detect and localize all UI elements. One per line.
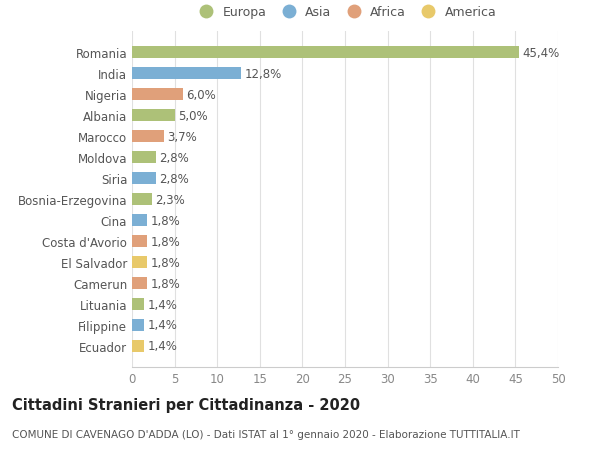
Text: 1,8%: 1,8% [151,214,181,227]
Text: 45,4%: 45,4% [522,47,559,60]
Text: 1,8%: 1,8% [151,256,181,269]
Text: 1,4%: 1,4% [148,340,177,353]
Text: COMUNE DI CAVENAGO D'ADDA (LO) - Dati ISTAT al 1° gennaio 2020 - Elaborazione TU: COMUNE DI CAVENAGO D'ADDA (LO) - Dati IS… [12,429,520,439]
Bar [132,173,156,185]
Text: 1,8%: 1,8% [151,235,181,248]
Bar [132,89,183,101]
Text: 2,8%: 2,8% [159,172,189,185]
Text: 1,8%: 1,8% [151,277,181,290]
Text: 2,8%: 2,8% [159,151,189,164]
Bar [132,110,175,122]
Text: 1,4%: 1,4% [148,319,177,332]
Bar [132,68,241,80]
Bar [132,257,148,268]
Text: 3,7%: 3,7% [167,130,197,143]
Bar [132,194,152,206]
Bar [132,152,156,163]
Bar [132,299,144,310]
Bar [132,319,144,331]
Text: 6,0%: 6,0% [187,89,216,101]
Bar [132,215,148,226]
Text: 1,4%: 1,4% [148,298,177,311]
Text: 2,3%: 2,3% [155,193,185,206]
Text: 12,8%: 12,8% [244,67,282,80]
Bar [132,278,148,289]
Bar [132,341,144,352]
Bar [132,236,148,247]
Legend: Europa, Asia, Africa, America: Europa, Asia, Africa, America [194,6,496,19]
Bar [132,131,164,143]
Bar [132,47,519,59]
Text: 5,0%: 5,0% [178,109,208,123]
Text: Cittadini Stranieri per Cittadinanza - 2020: Cittadini Stranieri per Cittadinanza - 2… [12,397,360,412]
